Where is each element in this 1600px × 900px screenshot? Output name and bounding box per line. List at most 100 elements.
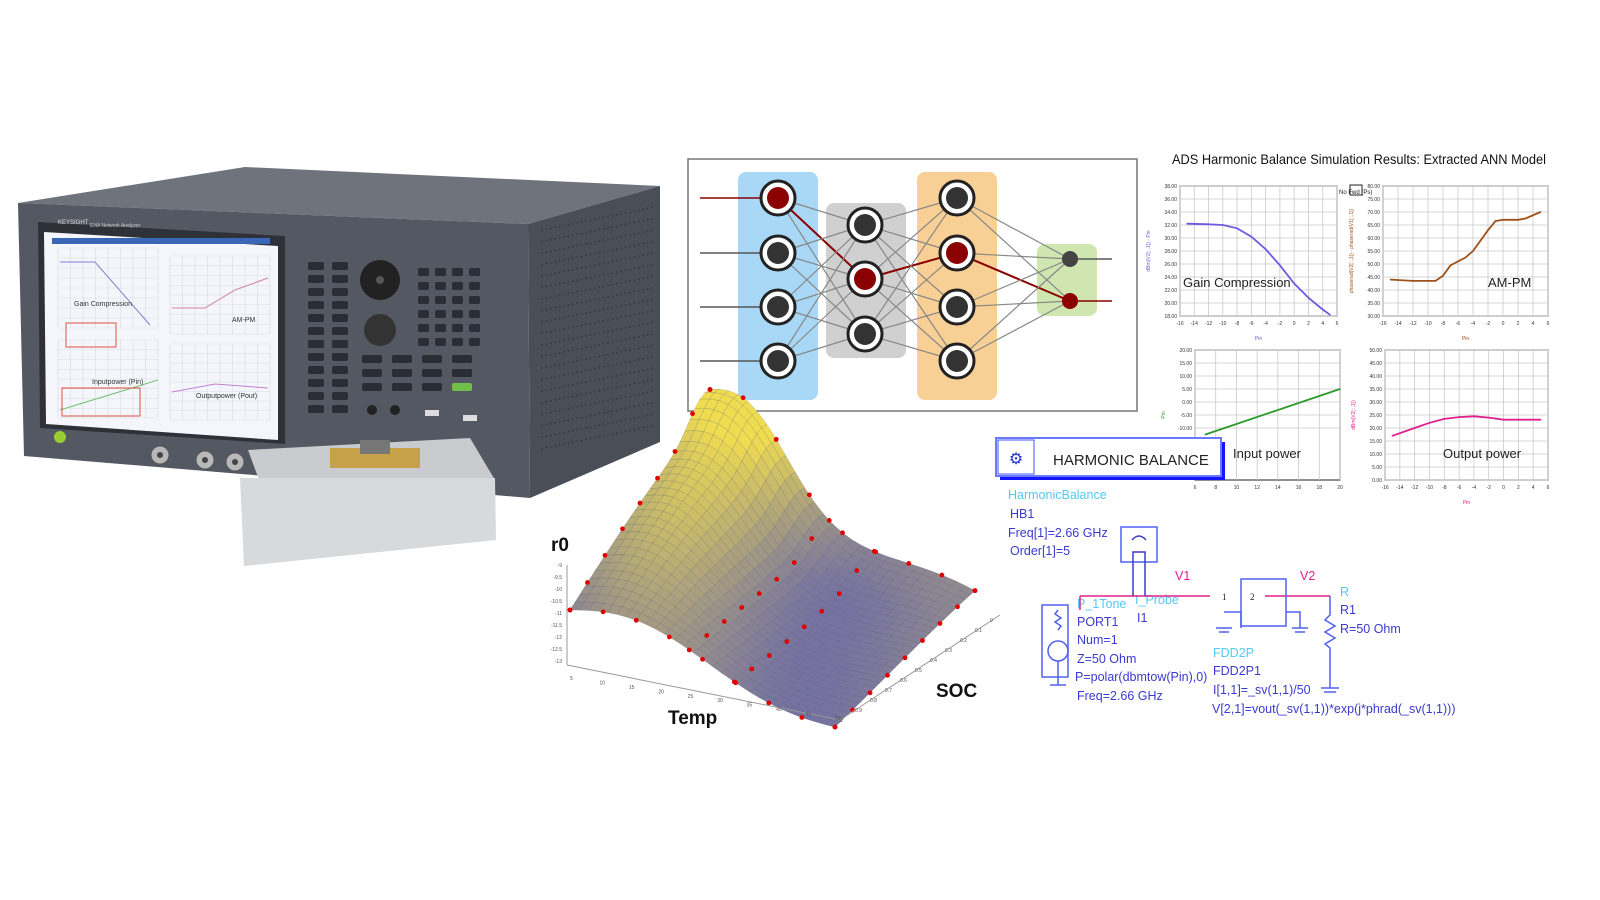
panel-key[interactable]: [332, 379, 348, 387]
numeric-key[interactable]: [418, 268, 429, 276]
panel-key[interactable]: [308, 366, 324, 374]
panel-key[interactable]: [332, 392, 348, 400]
vent-hole: [558, 259, 561, 262]
numeric-key[interactable]: [469, 282, 480, 290]
vent-hole: [629, 326, 631, 328]
fdd2p-block[interactable]: [1240, 578, 1287, 627]
numeric-key[interactable]: [435, 310, 446, 318]
vent-hole: [563, 385, 565, 388]
y-axis-label: SOC: [936, 681, 977, 702]
vent-hole: [580, 404, 583, 407]
numeric-key[interactable]: [418, 338, 429, 346]
function-key[interactable]: [362, 383, 382, 391]
panel-key[interactable]: [332, 275, 348, 283]
numeric-key[interactable]: [418, 310, 429, 318]
y-tick-label: 20.00: [1369, 426, 1382, 432]
x-tick-label: 4: [1532, 485, 1535, 491]
vent-hole: [651, 333, 653, 335]
numeric-key[interactable]: [418, 282, 429, 290]
vent-hole: [598, 297, 601, 300]
numeric-key[interactable]: [435, 268, 446, 276]
panel-key[interactable]: [308, 288, 324, 296]
panel-key[interactable]: [308, 379, 324, 387]
function-key[interactable]: [452, 383, 472, 391]
function-key[interactable]: [452, 355, 472, 363]
vent-hole: [602, 388, 605, 391]
numeric-key[interactable]: [435, 338, 446, 346]
numeric-key[interactable]: [435, 324, 446, 332]
panel-key[interactable]: [332, 366, 348, 374]
vent-hole: [633, 336, 636, 339]
nn-node: [854, 323, 876, 345]
numeric-key[interactable]: [469, 324, 480, 332]
numeric-key[interactable]: [469, 310, 480, 318]
harmonic-balance-banner[interactable]: ⚙ HARMONIC BALANCE: [995, 437, 1225, 480]
panel-key[interactable]: [332, 301, 348, 309]
panel-key[interactable]: [308, 327, 324, 335]
panel-key[interactable]: [332, 405, 348, 413]
numeric-key[interactable]: [452, 268, 463, 276]
function-key[interactable]: [422, 383, 442, 391]
function-key[interactable]: [422, 369, 442, 377]
panel-key[interactable]: [332, 314, 348, 322]
y-tick-label: 25.00: [1369, 413, 1382, 419]
vent-hole: [589, 311, 592, 314]
panel-key[interactable]: [332, 262, 348, 270]
panel-key[interactable]: [332, 327, 348, 335]
panel-key[interactable]: [308, 405, 324, 413]
numeric-key[interactable]: [452, 310, 463, 318]
numeric-key[interactable]: [469, 338, 480, 346]
current-probe-symbol[interactable]: [1120, 526, 1158, 563]
vent-hole: [642, 265, 645, 268]
vent-hole: [611, 329, 614, 332]
numeric-key[interactable]: [418, 296, 429, 304]
power-source-symbol[interactable]: [1041, 604, 1069, 678]
y-tick-label: 45.00: [1369, 361, 1382, 367]
vent-hole: [580, 255, 583, 258]
numeric-key[interactable]: [435, 282, 446, 290]
vent-hole: [615, 317, 618, 320]
numeric-key[interactable]: [435, 296, 446, 304]
power-button[interactable]: [54, 431, 66, 443]
vent-hole: [651, 298, 653, 301]
vent-hole: [624, 384, 627, 387]
panel-key[interactable]: [308, 275, 324, 283]
navigation-pad[interactable]: [364, 314, 396, 346]
panel-key[interactable]: [308, 353, 324, 361]
front-panel-keypad[interactable]: [308, 262, 480, 413]
panel-key[interactable]: [308, 340, 324, 348]
vent-hole: [558, 236, 561, 239]
numeric-key[interactable]: [452, 338, 463, 346]
function-key[interactable]: [452, 369, 472, 377]
function-key[interactable]: [422, 355, 442, 363]
panel-key[interactable]: [308, 392, 324, 400]
function-key[interactable]: [392, 383, 412, 391]
y-tick-label: 70.00: [1367, 210, 1380, 216]
function-key[interactable]: [392, 369, 412, 377]
vent-hole: [541, 344, 543, 346]
numeric-key[interactable]: [469, 268, 480, 276]
panel-key[interactable]: [308, 262, 324, 270]
y-tick-label: 35.00: [1367, 301, 1380, 307]
numeric-key[interactable]: [452, 282, 463, 290]
vent-hole: [615, 363, 618, 366]
vent-hole: [571, 360, 574, 363]
panel-key[interactable]: [332, 288, 348, 296]
panel-key[interactable]: [332, 353, 348, 361]
vent-hole: [541, 424, 543, 427]
numeric-key[interactable]: [418, 324, 429, 332]
numeric-key[interactable]: [452, 296, 463, 304]
vent-hole: [615, 294, 618, 297]
numeric-key[interactable]: [469, 296, 480, 304]
chart-title: AM-PM: [1488, 275, 1531, 290]
vent-hole: [637, 393, 640, 396]
panel-key[interactable]: [308, 301, 324, 309]
function-key[interactable]: [392, 355, 412, 363]
function-key[interactable]: [362, 369, 382, 377]
panel-key[interactable]: [308, 314, 324, 322]
numeric-key[interactable]: [452, 324, 463, 332]
panel-key[interactable]: [332, 340, 348, 348]
function-key[interactable]: [362, 355, 382, 363]
x-tick-label: -16: [1381, 485, 1388, 491]
